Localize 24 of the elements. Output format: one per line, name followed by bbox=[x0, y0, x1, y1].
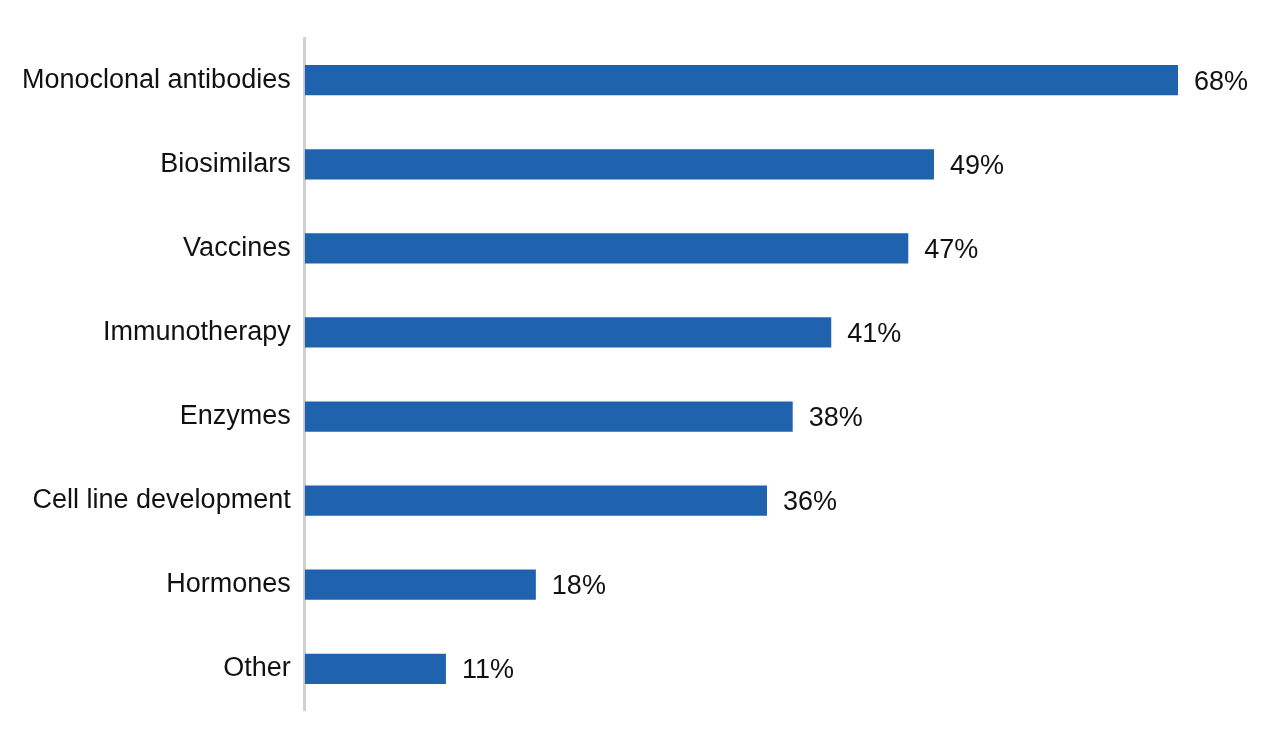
y-tick-label: Monoclonal antibodies bbox=[21, 63, 291, 94]
bar bbox=[304, 149, 934, 180]
data-label: 41% bbox=[847, 317, 902, 348]
y-tick-label: Biosimilars bbox=[160, 147, 291, 178]
bar bbox=[304, 653, 446, 684]
y-tick-label: Vaccines bbox=[183, 231, 291, 262]
bar bbox=[304, 233, 909, 264]
bar bbox=[304, 485, 768, 516]
data-label: 11% bbox=[461, 654, 514, 685]
data-label: 36% bbox=[783, 486, 838, 517]
y-tick-label: Immunotherapy bbox=[103, 315, 292, 346]
bar bbox=[304, 401, 793, 432]
data-label: 47% bbox=[924, 233, 979, 264]
data-label: 38% bbox=[808, 401, 863, 432]
y-tick-label: Hormones bbox=[166, 568, 291, 599]
data-label: 18% bbox=[551, 570, 606, 601]
data-label: 49% bbox=[949, 149, 1005, 180]
bar bbox=[304, 317, 832, 348]
y-tick-label: Cell line development bbox=[32, 484, 292, 515]
y-tick-label: Other bbox=[223, 652, 291, 683]
data-label: 68% bbox=[1194, 65, 1249, 96]
bar bbox=[304, 65, 1178, 96]
bar bbox=[304, 569, 536, 600]
y-tick-label: Enzymes bbox=[179, 399, 291, 430]
